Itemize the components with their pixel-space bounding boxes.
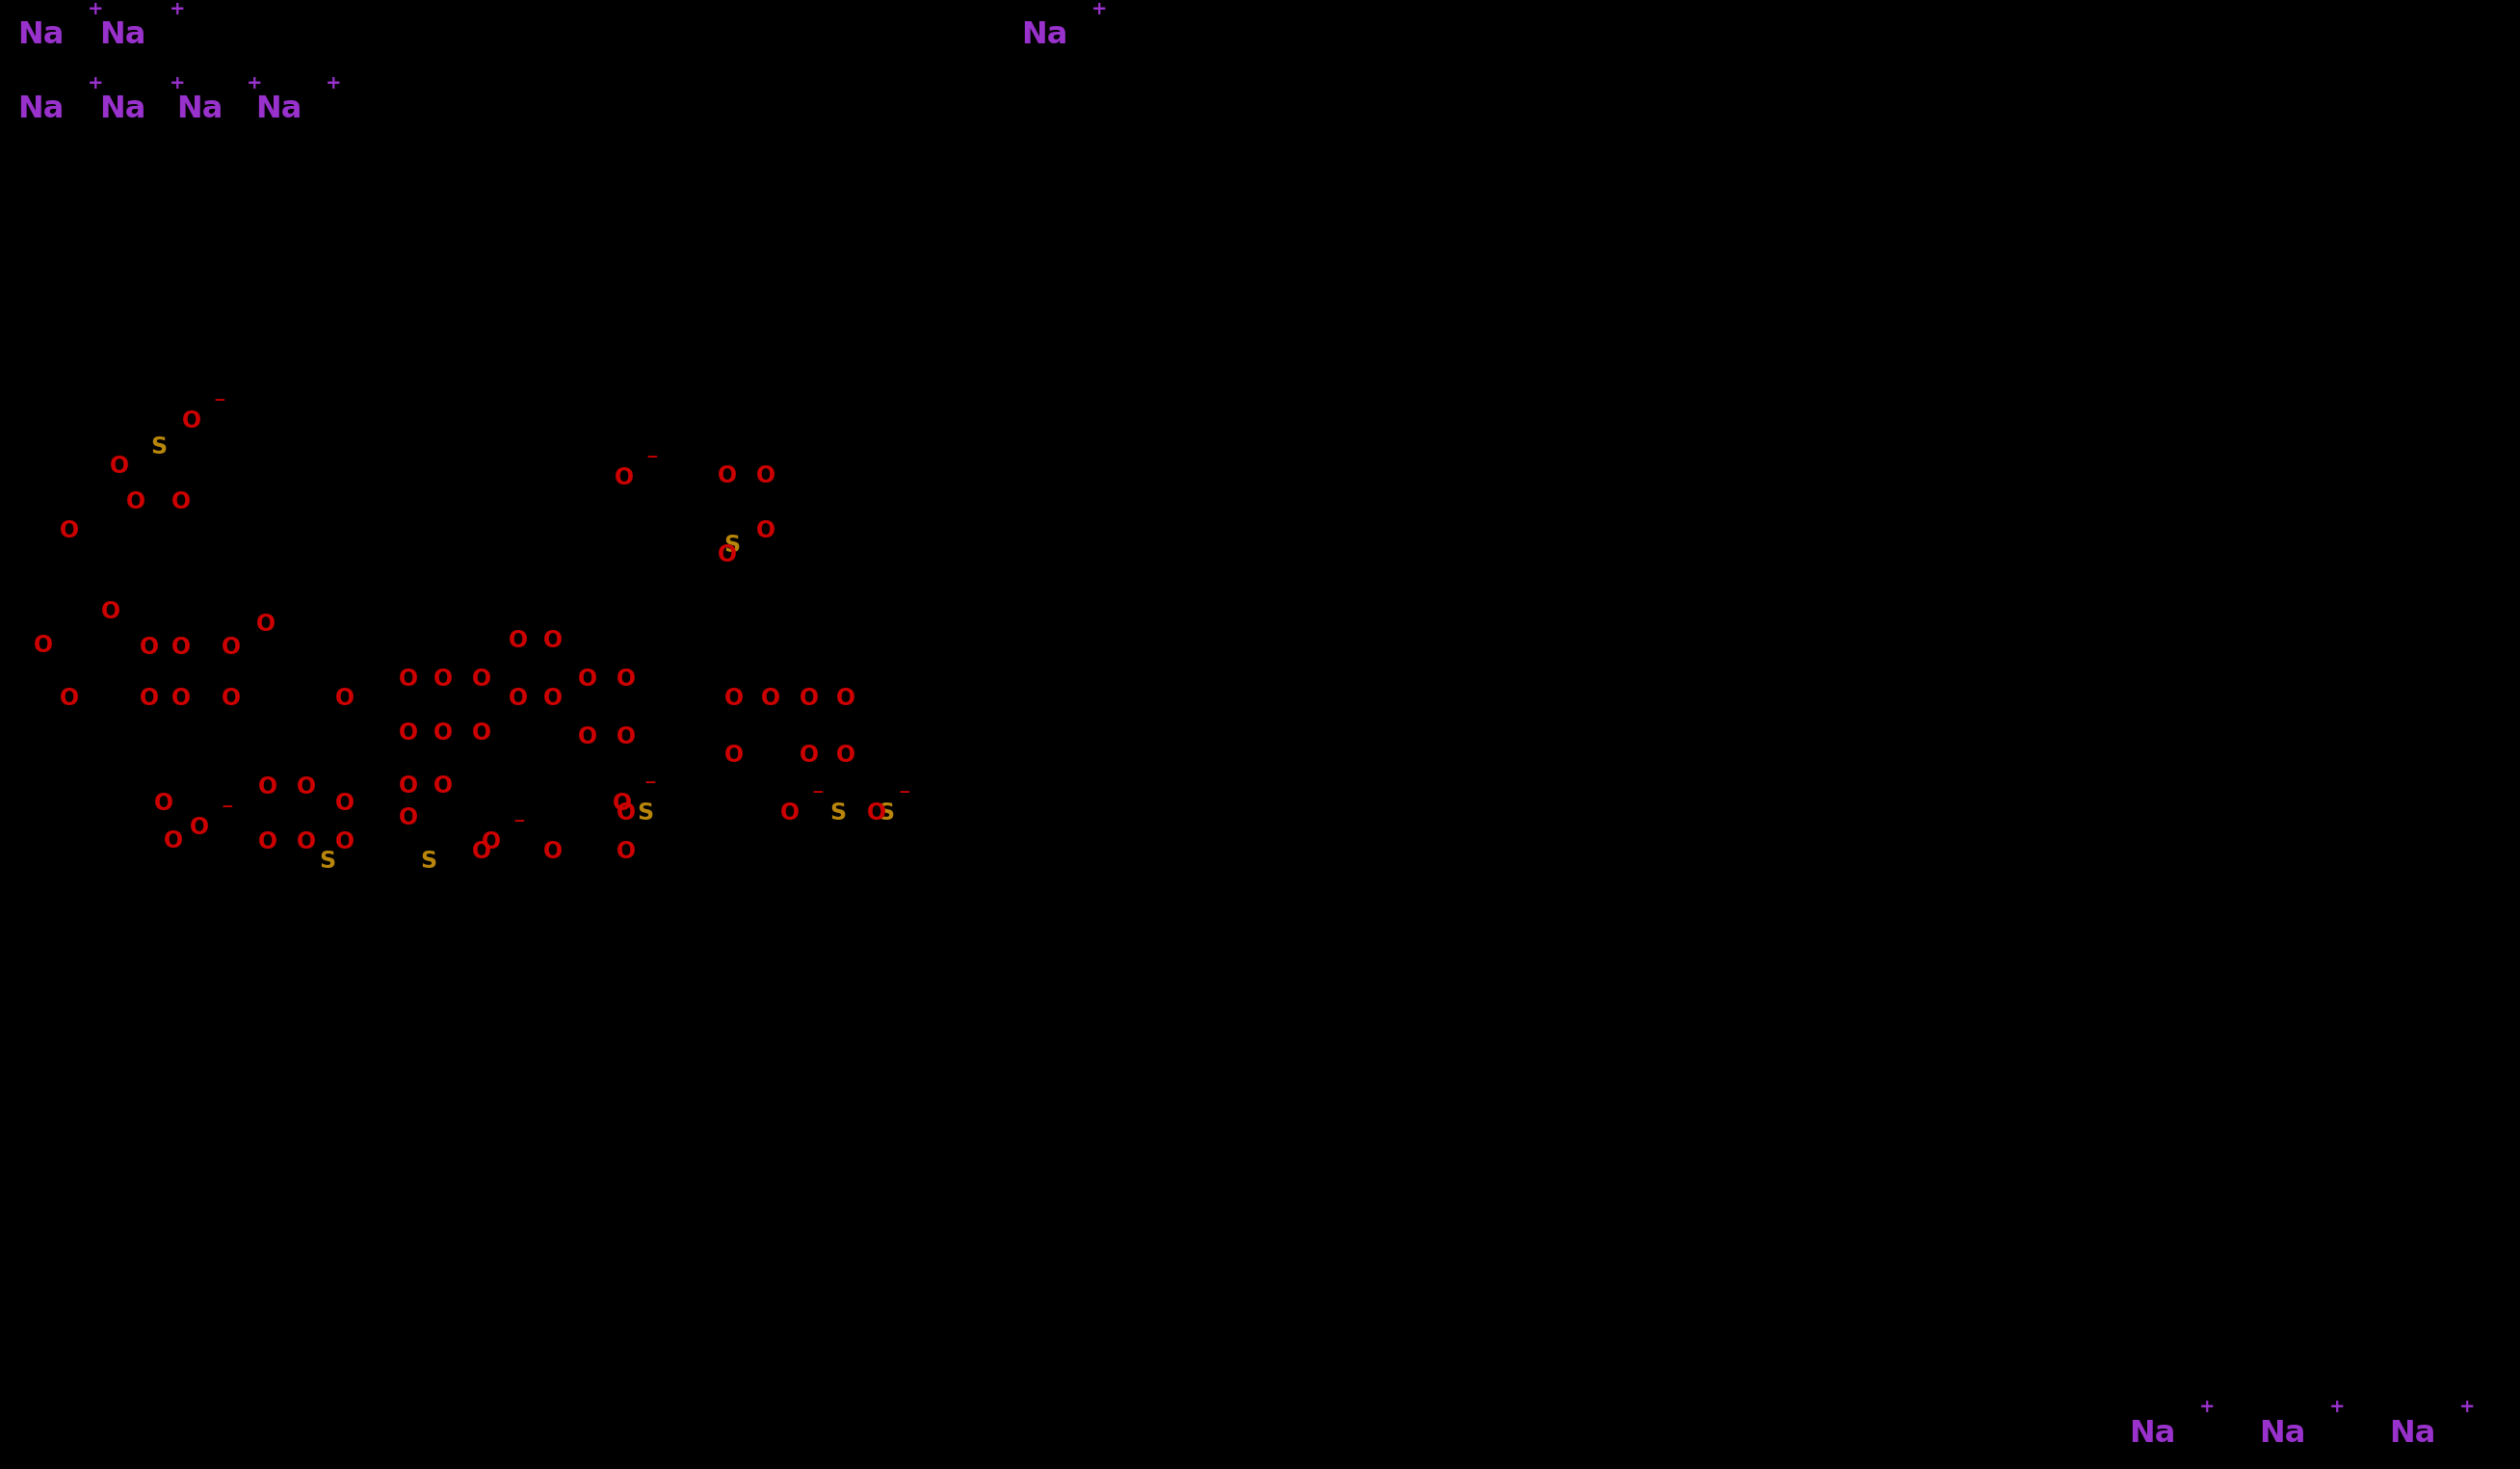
- Text: O: O: [171, 686, 192, 710]
- Text: O: O: [718, 464, 736, 488]
- Text: +: +: [1091, 0, 1109, 19]
- Text: O: O: [335, 686, 355, 710]
- Text: O: O: [837, 745, 854, 767]
- Text: O: O: [398, 667, 418, 690]
- Text: O: O: [577, 667, 597, 690]
- Text: +: +: [2328, 1398, 2346, 1416]
- Text: O: O: [837, 686, 854, 710]
- Text: −: −: [645, 451, 658, 464]
- Text: O: O: [723, 686, 743, 710]
- Text: +: +: [88, 0, 103, 19]
- Text: O: O: [433, 721, 454, 745]
- Text: O: O: [723, 745, 743, 767]
- Text: +: +: [247, 73, 262, 93]
- Text: O: O: [756, 464, 776, 488]
- Text: O: O: [617, 840, 635, 862]
- Text: +: +: [325, 73, 343, 93]
- Text: O: O: [257, 613, 275, 636]
- Text: O: O: [171, 491, 192, 514]
- Text: S: S: [421, 849, 436, 873]
- Text: O: O: [799, 686, 819, 710]
- Text: O: O: [101, 601, 121, 623]
- Text: O: O: [257, 776, 277, 799]
- Text: O: O: [398, 721, 418, 745]
- Text: O: O: [60, 686, 78, 710]
- Text: O: O: [222, 686, 242, 710]
- Text: O: O: [612, 792, 633, 815]
- Text: O: O: [433, 774, 454, 798]
- Text: O: O: [761, 686, 781, 710]
- Text: −: −: [897, 786, 910, 799]
- Text: +: +: [2200, 1398, 2215, 1416]
- Text: −: −: [514, 814, 524, 829]
- Text: Na: Na: [176, 94, 222, 125]
- Text: Na: Na: [2129, 1419, 2175, 1448]
- Text: O: O: [297, 776, 315, 799]
- Text: O: O: [222, 636, 242, 660]
- Text: −: −: [214, 392, 227, 407]
- Text: O: O: [617, 802, 635, 824]
- Text: O: O: [139, 686, 159, 710]
- Text: O: O: [171, 636, 192, 660]
- Text: O: O: [398, 774, 418, 798]
- Text: O: O: [126, 491, 146, 514]
- Text: Na: Na: [18, 94, 63, 125]
- Text: Na: Na: [98, 21, 146, 50]
- Text: O: O: [756, 519, 776, 542]
- Text: O: O: [257, 830, 277, 853]
- Text: O: O: [33, 635, 53, 657]
- Text: +: +: [169, 73, 186, 93]
- Text: O: O: [544, 686, 562, 710]
- Text: S: S: [723, 533, 741, 557]
- Text: O: O: [164, 830, 184, 852]
- Text: +: +: [2460, 1398, 2475, 1416]
- Text: −: −: [222, 799, 234, 814]
- Text: O: O: [781, 802, 799, 824]
- Text: −: −: [645, 776, 655, 790]
- Text: Na: Na: [255, 94, 302, 125]
- Text: Na: Na: [98, 94, 146, 125]
- Text: +: +: [88, 73, 103, 93]
- Text: Na: Na: [2389, 1419, 2437, 1448]
- Text: O: O: [544, 840, 562, 862]
- Text: O: O: [111, 455, 129, 477]
- Text: Na: Na: [1021, 21, 1068, 50]
- Text: O: O: [481, 830, 501, 853]
- Text: O: O: [799, 745, 819, 767]
- Text: Na: Na: [18, 21, 63, 50]
- Text: O: O: [617, 667, 635, 690]
- Text: O: O: [181, 408, 202, 432]
- Text: O: O: [617, 724, 635, 748]
- Text: O: O: [60, 519, 78, 542]
- Text: O: O: [398, 806, 418, 830]
- Text: S: S: [829, 802, 847, 824]
- Text: O: O: [154, 792, 174, 815]
- Text: O: O: [718, 544, 736, 566]
- Text: O: O: [471, 667, 491, 690]
- Text: O: O: [509, 686, 529, 710]
- Text: S: S: [320, 849, 335, 873]
- Text: O: O: [867, 802, 887, 824]
- Text: O: O: [509, 629, 529, 652]
- Text: Na: Na: [2258, 1419, 2306, 1448]
- Text: O: O: [577, 724, 597, 748]
- Text: O: O: [471, 840, 491, 862]
- Text: S: S: [151, 436, 166, 458]
- Text: O: O: [615, 466, 635, 489]
- Text: S: S: [638, 802, 653, 824]
- Text: O: O: [335, 792, 355, 815]
- Text: O: O: [544, 629, 562, 652]
- Text: O: O: [189, 815, 209, 839]
- Text: S: S: [877, 802, 895, 824]
- Text: O: O: [471, 721, 491, 745]
- Text: O: O: [335, 830, 355, 853]
- Text: +: +: [169, 0, 186, 19]
- Text: O: O: [433, 667, 454, 690]
- Text: O: O: [139, 636, 159, 660]
- Text: O: O: [297, 830, 315, 853]
- Text: −: −: [811, 786, 824, 799]
